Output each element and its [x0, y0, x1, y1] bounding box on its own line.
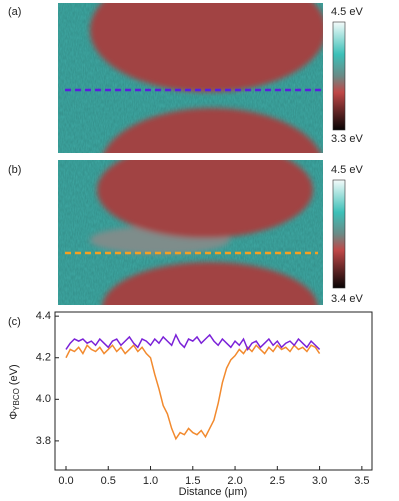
colorbar-label: 4.5 eV [331, 6, 363, 18]
x-tick-label: 2.0 [227, 475, 242, 487]
data-line [65, 333, 321, 352]
plot-frame [54, 311, 373, 471]
panel-label: (a) [8, 6, 21, 18]
x-tick-label: 1.5 [185, 475, 200, 487]
y-tick-label: 4.4 [36, 310, 51, 322]
colorbar-label: 4.5 eV [331, 164, 363, 176]
colorbar [332, 179, 346, 289]
colorbar-label: 3.3 eV [331, 133, 363, 145]
x-tick-label: 0.0 [58, 475, 73, 487]
y-axis-label: ΦYBCO (eV) [8, 364, 21, 419]
panel-label: (b) [8, 164, 21, 176]
x-tick-label: 0.5 [101, 475, 116, 487]
x-tick-label: 2.5 [270, 475, 285, 487]
map-a [58, 3, 323, 153]
colorbar [332, 21, 346, 131]
map-b [58, 160, 323, 305]
panel-label: (c) [8, 316, 21, 328]
y-label-unit: (eV) [8, 364, 20, 385]
x-axis-label: Distance (μm) [179, 486, 248, 498]
x-tick-label: 1.0 [143, 475, 158, 487]
y-label-subscript: YBCO [12, 388, 21, 411]
y-tick-label: 4.2 [36, 352, 51, 364]
y-tick-label: 4.0 [36, 393, 51, 405]
data-line [65, 344, 321, 441]
y-tick-label: 3.8 [36, 435, 51, 447]
y-label-symbol: Φ [8, 411, 20, 420]
x-tick-label: 3.0 [312, 475, 327, 487]
x-tick-label: 3.5 [354, 475, 369, 487]
colorbar-label: 3.4 eV [331, 293, 363, 305]
